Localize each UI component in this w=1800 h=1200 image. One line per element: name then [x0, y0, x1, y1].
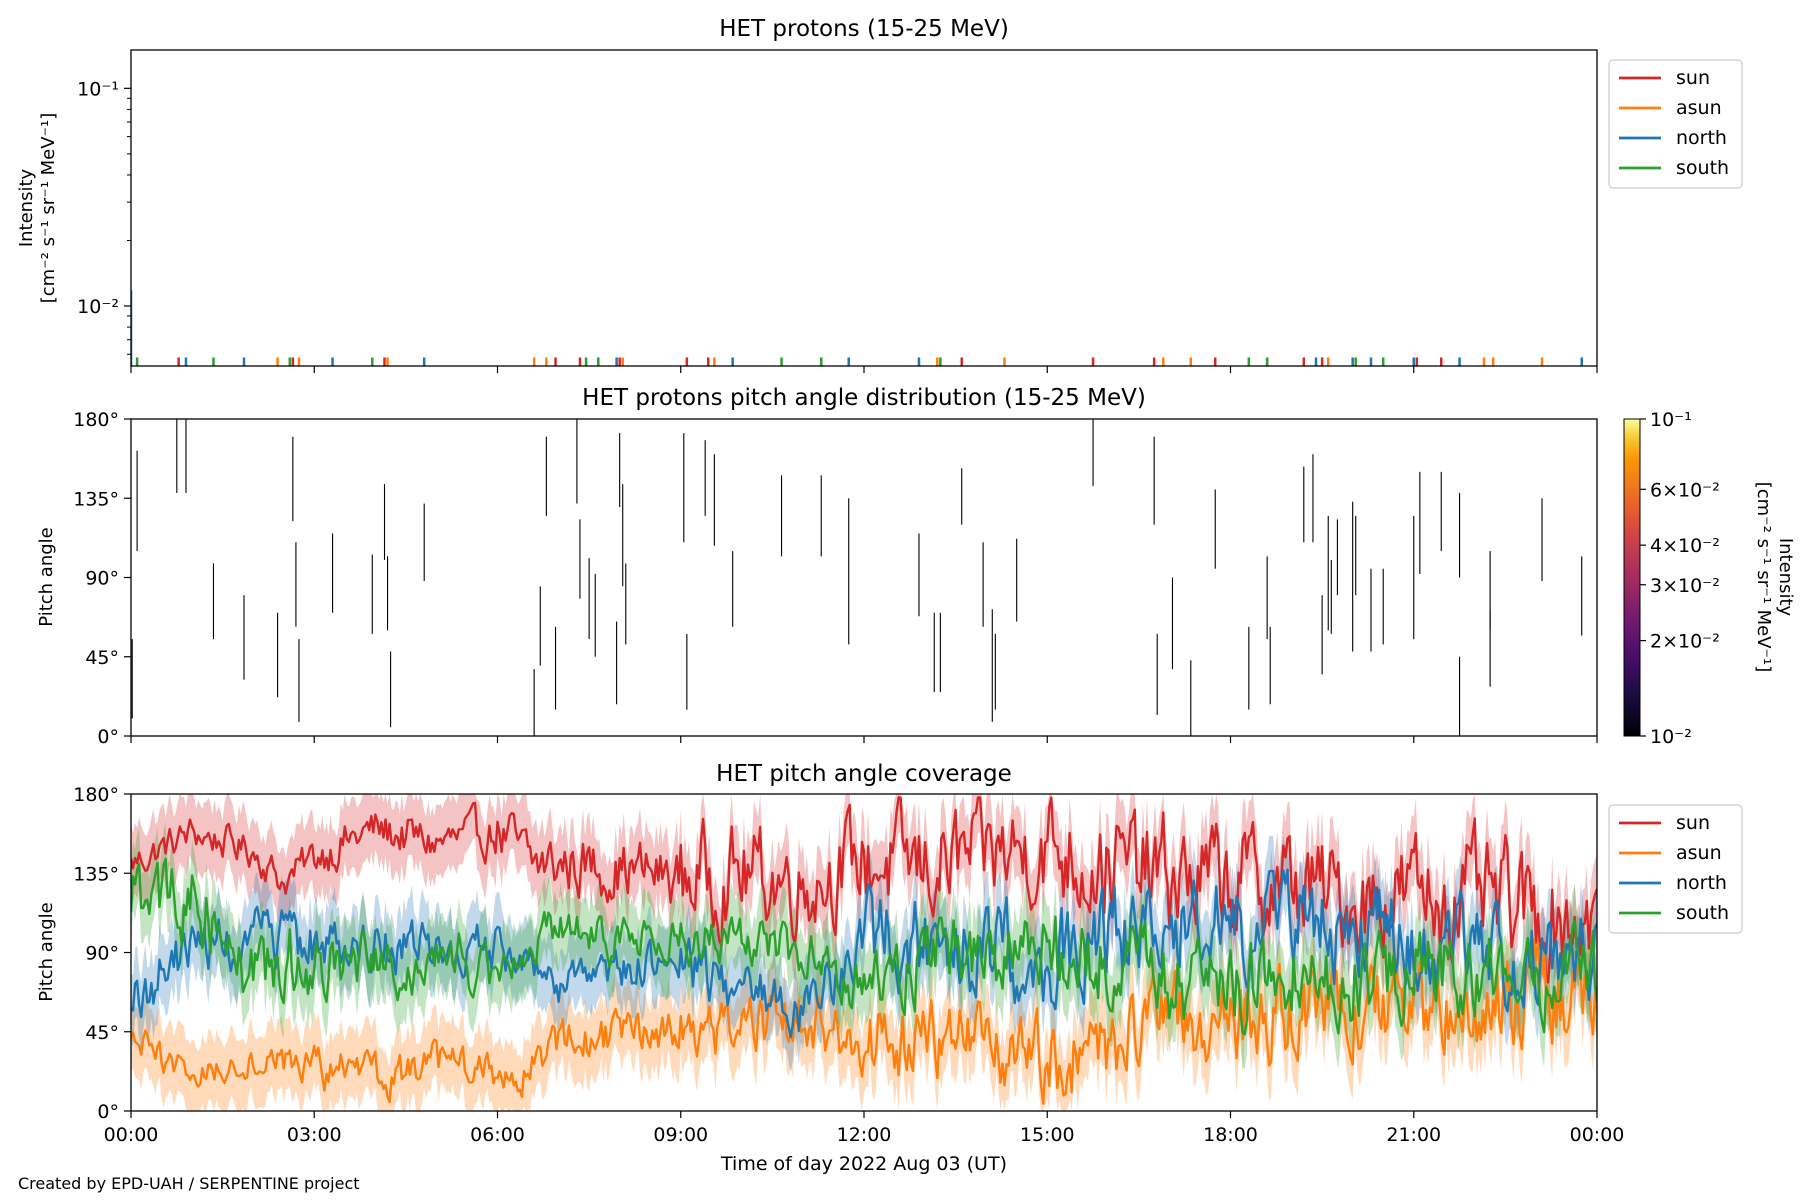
coverage-line-north — [131, 868, 1597, 1039]
panel1-data-layer — [131, 290, 1583, 366]
x-tick-label: 00:00 — [104, 1124, 159, 1146]
panel1-legend: sun asun north south — [1608, 59, 1743, 189]
panel2-frame — [130, 418, 1598, 737]
legend-label-sun: sun — [1676, 67, 1710, 89]
panel3-frame — [130, 793, 1598, 1112]
colorbar-tick-label: 2×10⁻² — [1650, 631, 1720, 653]
panel2-y-ticks: 0° 45° 90° 135° 180° — [73, 409, 131, 748]
legend-label-north: north — [1676, 127, 1727, 149]
panel-intensity: HET protons (15-25 MeV) 10⁻² 10⁻¹ Intensi… — [16, 16, 1743, 373]
colorbar-tick-label: 4×10⁻² — [1650, 535, 1720, 557]
panel3-data-layer — [131, 794, 1597, 1111]
y-tick-label: 90° — [85, 943, 119, 965]
y-tick-label: 10⁻² — [77, 296, 119, 318]
panel2-data-layer — [131, 419, 1583, 736]
y-tick-label: 45° — [85, 647, 119, 669]
colorbar-ticks: 10⁻² 2×10⁻² 3×10⁻² 4×10⁻² 6×10⁻² 10⁻¹ — [1640, 409, 1720, 748]
panel2-ylabel: Pitch angle — [36, 527, 57, 626]
panel-pitch-angle-distribution: HET protons pitch angle distribution (15… — [36, 385, 1796, 748]
colorbar-label: Intensity [cm⁻² s⁻¹ sr⁻¹ MeV⁻¹] — [1753, 482, 1796, 673]
legend-label-asun: asun — [1676, 842, 1722, 864]
y-tick-label: 0° — [97, 1101, 119, 1123]
y-tick-label: 135° — [73, 863, 119, 885]
panel2-title: HET protons pitch angle distribution (15… — [582, 385, 1146, 411]
coverage-band-asun — [131, 904, 1597, 1111]
y-tick-label: 0° — [97, 726, 119, 748]
panel1-frame — [130, 49, 1598, 367]
coverage-line-asun — [131, 938, 1597, 1105]
colorbar — [1623, 418, 1641, 737]
legend-label-asun: asun — [1676, 97, 1722, 119]
panel1-ylabel: Intensity [cm⁻² s⁻¹ sr⁻¹ MeV⁻¹] — [16, 113, 59, 304]
panel-pitch-angle-coverage: HET pitch angle coverage 0° 45° 90° 135° 180… — [36, 761, 1743, 1175]
colorbar-tick-label: 10⁻² — [1650, 726, 1692, 748]
y-tick-label: 180° — [73, 784, 119, 806]
panel1-title: HET protons (15-25 MeV) — [719, 16, 1009, 42]
x-tick-label: 06:00 — [470, 1124, 525, 1146]
y-tick-label: 135° — [73, 488, 119, 510]
coverage-band-north — [131, 834, 1597, 1073]
x-tick-label: 21:00 — [1386, 1124, 1441, 1146]
colorbar-tick-label: 10⁻¹ — [1650, 409, 1692, 431]
y-tick-label: 45° — [85, 1022, 119, 1044]
legend-label-south: south — [1676, 902, 1729, 924]
panel1-ylabel-line2: [cm⁻² s⁻¹ sr⁻¹ MeV⁻¹] — [38, 113, 59, 304]
y-tick-label: 10⁻¹ — [77, 78, 119, 100]
x-tick-label: 12:00 — [837, 1124, 892, 1146]
footer-credit: Created by EPD-UAH / SERPENTINE project — [18, 1174, 360, 1193]
colorbar-label-line2: [cm⁻² s⁻¹ sr⁻¹ MeV⁻¹] — [1753, 482, 1774, 673]
panel3-x-ticks: 00:00 03:00 06:00 09:00 12:00 15:00 18:00 21:00… — [104, 1111, 1625, 1146]
panel3-y-ticks: 0° 45° 90° 135° 180° — [73, 784, 131, 1123]
coverage-line-sun — [131, 796, 1597, 984]
panel1-x-ticks — [130, 366, 1598, 373]
panel3-title: HET pitch angle coverage — [716, 761, 1012, 787]
panel1-y-ticks: 10⁻² 10⁻¹ — [77, 78, 131, 355]
legend-label-sun: sun — [1676, 812, 1710, 834]
x-tick-label: 09:00 — [653, 1124, 708, 1146]
colorbar-tick-label: 6×10⁻² — [1650, 479, 1720, 501]
coverage-line-south — [131, 857, 1597, 1036]
legend-label-south: south — [1676, 157, 1729, 179]
coverage-band-south — [131, 823, 1597, 1070]
legend-box — [1608, 59, 1743, 189]
x-tick-label: 15:00 — [1020, 1124, 1075, 1146]
panel3-legend: sun asun north south — [1608, 804, 1743, 934]
panel1-ylabel-line1: Intensity — [16, 168, 37, 247]
panel3-ylabel: Pitch angle — [36, 902, 57, 1001]
colorbar-label-line1: Intensity — [1775, 538, 1796, 617]
legend-label-north: north — [1676, 872, 1727, 894]
y-tick-label: 180° — [73, 409, 119, 431]
x-tick-label: 18:00 — [1203, 1124, 1258, 1146]
legend-box — [1608, 804, 1743, 934]
x-tick-label: 00:00 — [1570, 1124, 1625, 1146]
y-tick-label: 90° — [85, 568, 119, 590]
colorbar-tick-label: 3×10⁻² — [1650, 575, 1720, 597]
coverage-band-sun — [131, 794, 1597, 1018]
panel2-x-ticks — [130, 736, 1598, 743]
x-tick-label: 03:00 — [287, 1124, 342, 1146]
x-axis-label: Time of day 2022 Aug 03 (UT) — [720, 1153, 1007, 1175]
